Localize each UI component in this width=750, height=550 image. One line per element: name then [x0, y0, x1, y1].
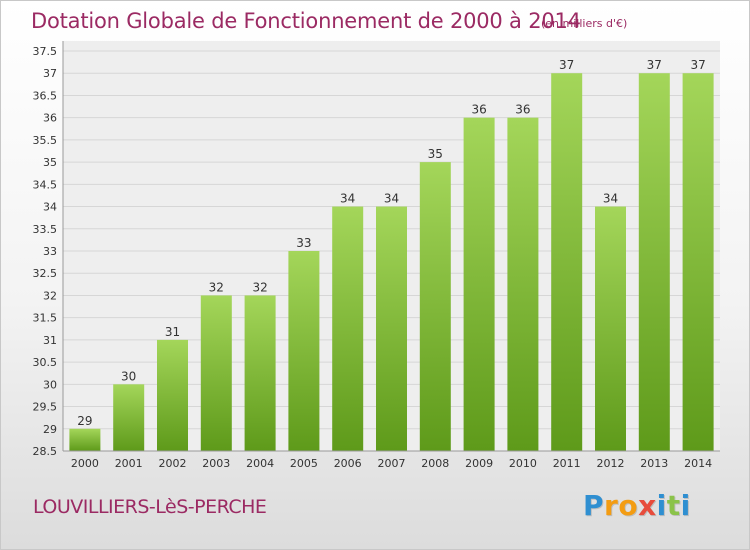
value-label: 34 [603, 192, 618, 206]
value-label: 32 [209, 280, 224, 294]
y-tick-label: 36.5 [33, 89, 58, 102]
value-label: 34 [340, 192, 355, 206]
bar-2000 [69, 428, 101, 451]
x-tick-label: 2001 [115, 457, 143, 470]
logo-letter: x [638, 489, 657, 522]
x-tick-label: 2013 [640, 457, 668, 470]
bar-2009 [463, 117, 495, 452]
x-tick-label: 2011 [553, 457, 581, 470]
bars [69, 73, 714, 452]
commune-name: LOUVILLIERS-LèS-PERCHE [33, 496, 267, 518]
value-label: 33 [296, 236, 311, 250]
bar-2002 [157, 339, 188, 451]
value-label: 37 [559, 58, 574, 72]
y-tick-label: 34 [43, 201, 57, 214]
value-labels: 29 30 31 32 32 33 34 34 35 36 36 37 34 37 37 [77, 58, 705, 428]
bar-2012 [595, 206, 626, 451]
chart-units: (en milliers d'€) [541, 17, 628, 30]
y-tick-labels: 28.5 29 29.5 30 30.5 31 31.5 32 32.5 33 33.5 34 34.5… [33, 45, 58, 458]
value-label: 35 [428, 147, 443, 161]
y-tick-label: 33.5 [33, 223, 58, 236]
bar-2014 [682, 73, 714, 451]
y-tick-label: 29.5 [33, 401, 58, 414]
y-tick-label: 31 [43, 334, 57, 347]
y-tick-label: 37 [43, 67, 57, 80]
x-tick-label: 2004 [246, 457, 274, 470]
value-label: 32 [252, 280, 267, 294]
y-tick-label: 32.5 [33, 267, 58, 280]
x-tick-label: 2006 [334, 457, 362, 470]
logo-letter: r [604, 489, 619, 522]
bar-2011 [551, 73, 583, 451]
y-tick-label: 30 [43, 378, 57, 391]
bar-2008 [419, 162, 451, 451]
y-tick-label: 28.5 [33, 445, 58, 458]
logo-letter: o [618, 489, 639, 522]
y-tick-label: 29 [43, 423, 57, 436]
chart-title: Dotation Globale de Fonctionnement de 20… [31, 9, 581, 33]
bar-2005 [288, 251, 320, 451]
x-tick-label: 2000 [71, 457, 99, 470]
value-label: 37 [690, 58, 705, 72]
value-label: 36 [471, 103, 486, 117]
x-tick-label: 2003 [202, 457, 230, 470]
y-tick-label: 33 [43, 245, 57, 258]
logo-letter: i [680, 489, 691, 522]
value-label: 34 [384, 192, 399, 206]
x-tick-label: 2010 [509, 457, 537, 470]
logo-letter: t [666, 489, 681, 522]
logo-letter: P [583, 489, 605, 522]
y-tick-label: 35.5 [33, 134, 58, 147]
x-tick-label: 2012 [597, 457, 625, 470]
value-label: 37 [647, 58, 662, 72]
y-tick-label: 35 [43, 156, 57, 169]
bar-2004 [244, 295, 276, 451]
bar-2003 [200, 295, 232, 451]
value-label: 29 [77, 414, 92, 428]
value-label: 31 [165, 325, 180, 339]
logo-letter: i [656, 489, 667, 522]
y-tick-label: 31.5 [33, 312, 58, 325]
x-tick-label: 2014 [684, 457, 712, 470]
value-label: 30 [121, 369, 136, 383]
y-tick-label: 37.5 [33, 45, 58, 58]
bar-2010 [507, 117, 539, 452]
y-tick-label: 34.5 [33, 178, 58, 191]
x-tick-label: 2005 [290, 457, 318, 470]
bar-2007 [376, 206, 407, 451]
y-tick-label: 30.5 [33, 356, 58, 369]
y-tick-label: 36 [43, 112, 57, 125]
x-tick-label: 2009 [465, 457, 493, 470]
bar-2001 [113, 384, 145, 451]
bar-2013 [638, 73, 670, 451]
x-tick-label: 2007 [378, 457, 406, 470]
x-tick-labels: 2000 2001 2002 2003 2004 2005 2006 2007 2008 2009… [71, 457, 712, 470]
y-tick-label: 32 [43, 289, 57, 302]
x-tick-label: 2008 [421, 457, 449, 470]
proxiti-logo: Proxiti [583, 489, 691, 522]
x-tick-label: 2002 [159, 457, 187, 470]
value-label: 36 [515, 103, 530, 117]
bar-2006 [332, 206, 364, 451]
